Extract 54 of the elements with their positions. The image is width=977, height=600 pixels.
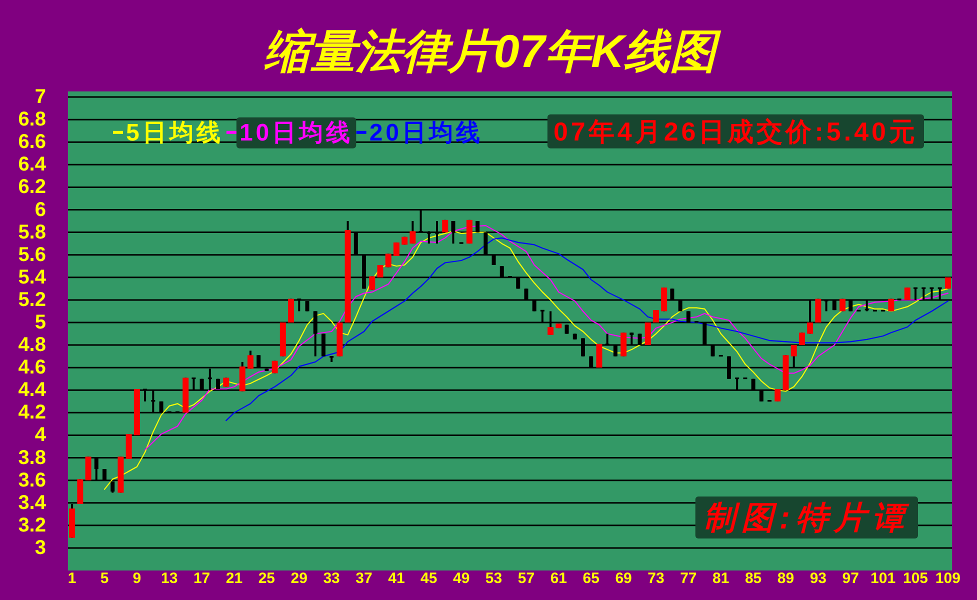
x-tick-label: 77 xyxy=(680,570,697,587)
x-tick-label: 13 xyxy=(161,570,178,587)
y-tick-label: 3.8 xyxy=(18,446,46,469)
y-tick-label: 5.8 xyxy=(18,221,46,244)
x-tick-label: 41 xyxy=(388,570,405,587)
x-tick-label: 97 xyxy=(842,570,859,587)
x-tick-label: 85 xyxy=(744,570,762,587)
legend-label: 20日均线 xyxy=(369,119,484,146)
y-tick-label: 4 xyxy=(34,424,47,446)
x-tick-label: 21 xyxy=(226,570,243,587)
y-tick-label: 6 xyxy=(34,198,46,221)
x-tick-label: 9 xyxy=(132,570,142,587)
y-tick-label: 6.2 xyxy=(18,176,46,198)
x-tick-label: 101 xyxy=(870,570,896,587)
x-tick-label: 33 xyxy=(323,570,340,587)
x-tick-label: 69 xyxy=(615,570,632,587)
x-tick-label: 105 xyxy=(902,570,928,587)
y-tick-label: 3.2 xyxy=(18,514,46,536)
legend-label: 5日均线 xyxy=(126,119,224,146)
y-tick-label: 7 xyxy=(34,86,46,108)
x-tick-label: 73 xyxy=(648,570,664,587)
x-tick-label: 29 xyxy=(290,570,308,587)
line-series xyxy=(226,237,948,422)
annotation: 制图:特片谭 xyxy=(703,500,910,536)
x-tick-label: 25 xyxy=(258,570,276,587)
y-tick-label: 4.2 xyxy=(18,402,46,424)
x-tick-label: 17 xyxy=(193,570,210,587)
y-tick-label: 4.6 xyxy=(18,356,46,379)
x-tick-label: 49 xyxy=(452,570,470,587)
x-tick-label: 57 xyxy=(518,570,535,587)
x-tick-label: 89 xyxy=(777,570,794,587)
y-tick-label: 3.6 xyxy=(18,469,46,492)
x-tick-label: 61 xyxy=(550,570,568,587)
y-tick-label: 6.8 xyxy=(18,108,46,131)
x-tick-label: 5 xyxy=(100,570,109,587)
x-tick-label: 109 xyxy=(935,570,960,587)
y-tick-label: 4.4 xyxy=(18,379,47,402)
y-tick-label: 5.4 xyxy=(18,266,47,288)
chart-title: 缩量法律片07年K线图 xyxy=(264,25,722,77)
x-tick-label: 37 xyxy=(356,570,372,587)
y-tick-label: 3.4 xyxy=(18,492,47,514)
x-tick-label: 45 xyxy=(420,570,438,587)
x-tick-label: 1 xyxy=(68,570,76,587)
y-tick-label: 5.6 xyxy=(18,244,46,266)
x-tick-label: 93 xyxy=(810,570,827,587)
x-tick-label: 65 xyxy=(582,570,600,587)
y-tick-label: 5.2 xyxy=(18,288,46,311)
y-tick-label: 6.4 xyxy=(18,154,47,176)
y-tick-label: 4.8 xyxy=(18,334,46,356)
x-tick-label: 53 xyxy=(485,570,502,587)
y-tick-label: 6.6 xyxy=(18,131,46,154)
y-tick-label: 5 xyxy=(34,311,46,334)
y-tick-label: 3 xyxy=(34,536,46,559)
x-tick-label: 81 xyxy=(712,570,730,587)
